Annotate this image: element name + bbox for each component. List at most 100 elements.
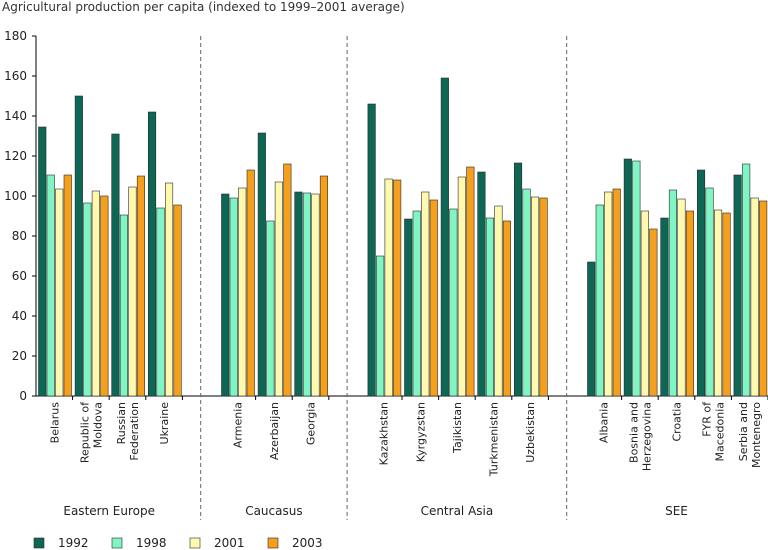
bar-1998 [156,207,165,397]
y-tick-label: 60 [12,269,27,283]
legend-label: 1992 [58,536,89,550]
bar-1998 [449,208,458,397]
y-axis-label: Agricultural production per capita (inde… [2,0,405,14]
bar-2001 [457,176,466,397]
legend-label: 2001 [214,536,245,550]
bar-1992 [148,111,157,397]
bar-1998 [412,210,421,397]
bar-2003 [246,169,255,397]
bar-1998 [119,214,128,397]
category-label: Georgia [305,402,318,445]
bar-2003 [393,179,402,397]
bar-1998 [522,188,531,397]
bar-2001 [311,193,320,397]
category-label: Tajikistan [451,402,464,454]
bar-1998 [632,160,641,397]
bar-2003 [722,212,731,397]
bar-1992 [257,132,266,397]
bar-1998 [485,217,495,397]
bar-2001 [713,209,723,397]
legend-label: 2003 [292,536,323,550]
y-tick-label: 40 [12,309,27,323]
bar-2001 [421,191,430,397]
bar-1992 [367,103,376,397]
bar-1992 [294,191,303,397]
legend-swatch-1998 [111,537,123,549]
y-tick-label: 100 [4,189,27,203]
bar-2001 [677,198,686,397]
bar-2001 [165,182,174,397]
category-label: Armenia [231,402,244,448]
category-label: Ukraine [158,402,171,445]
bar-1992 [440,77,449,397]
bar-2003 [173,204,182,397]
category-label: Azerbaijan [268,402,281,460]
bar-2003 [63,174,72,397]
bar-2001 [640,210,649,397]
bar-1992 [221,193,230,397]
bar-2003 [502,220,512,397]
category-label: Serbia andMontenegro [737,402,763,468]
category-label: Bosnia andHerzegovina [627,402,653,471]
bar-2003 [319,175,329,397]
bar-1992 [696,169,706,397]
bar-1992 [111,133,120,397]
legend-swatch-2001 [189,537,201,549]
bar-1992 [623,158,632,397]
bar-2003 [283,163,292,397]
bar-2001 [238,187,247,397]
group-label: SEE [665,504,688,518]
group-label: Eastern Europe [63,504,155,518]
bar-1998 [376,255,385,397]
y-tick-label: 80 [12,229,27,243]
bar-1998 [266,220,275,397]
legend-swatch-2003 [267,537,279,549]
bar-2001 [128,186,137,397]
bar-2001 [604,191,613,397]
category-label: Uzbekistan [524,402,537,463]
bar-1992 [733,174,742,397]
legend-swatch-1992 [33,537,45,549]
bar-1998 [83,202,92,397]
category-label: Croatia [671,402,684,442]
bar-2003 [539,197,548,397]
bar-2003 [649,228,658,397]
bar-1992 [404,218,413,397]
bar-2003 [466,166,475,397]
category-label: Kazakhstan [378,402,391,465]
y-tick-label: 140 [4,109,27,123]
bar-2003 [759,200,768,397]
bar-2001 [494,205,503,397]
bar-2003 [685,210,695,397]
bar-1992 [74,95,83,397]
category-label: Albania [597,402,610,443]
category-label: Belarus [48,402,61,444]
bar-2003 [429,199,438,397]
y-tick-label: 180 [4,29,27,43]
category-label: Kyrgyzstan [414,402,427,462]
bar-2001 [55,188,64,397]
bar-1992 [587,261,596,397]
bar-2001 [750,197,759,397]
bar-2003 [136,175,145,397]
bar-1998 [742,163,751,397]
bar-2001 [91,190,100,397]
bar-2001 [384,178,393,397]
bar-2001 [530,196,540,397]
bar-1998 [705,187,714,397]
bar-1992 [660,217,669,397]
bar-2003 [100,195,109,397]
category-label: Turkmenistan [488,402,501,477]
bar-1992 [38,126,47,397]
category-label: FYR ofMacedonia [701,401,727,462]
group-label: Central Asia [421,504,494,518]
bar-1998 [229,197,238,397]
bar-1998 [595,204,604,397]
category-label: RussianFederation [115,402,141,461]
bar-2001 [274,181,283,397]
group-label: Caucasus [245,504,302,518]
y-tick-label: 0 [19,389,27,403]
bar-2003 [612,188,621,397]
bar-1992 [513,162,523,397]
